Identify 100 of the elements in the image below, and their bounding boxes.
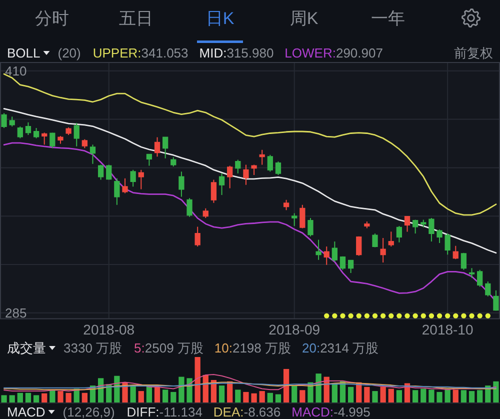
candlestick (170, 156, 176, 168)
candlestick (308, 218, 314, 237)
candlestick (106, 164, 112, 180)
legend-label: UPPER: (92, 46, 142, 61)
bar (178, 376, 184, 403)
candlestick (194, 226, 200, 247)
candlestick (477, 269, 483, 288)
data-label: 2509 万股 (144, 340, 204, 356)
data-label: 315.980 (226, 46, 274, 61)
candlestick (485, 281, 491, 297)
bar (292, 386, 298, 403)
bar (251, 393, 257, 403)
text: 一年 (371, 8, 405, 28)
bar (66, 392, 72, 403)
bar (114, 376, 120, 403)
candlestick (444, 233, 450, 256)
candlestick (90, 144, 96, 164)
line-series (3, 108, 497, 254)
bar (25, 392, 32, 403)
bar (388, 388, 394, 403)
bar (372, 391, 378, 403)
bar (316, 374, 322, 403)
candlestick (17, 126, 23, 139)
candlestick (316, 239, 322, 260)
candlestick (122, 178, 128, 194)
bar (493, 381, 499, 403)
bar (154, 386, 160, 403)
text: 五日 (119, 8, 153, 28)
bar (396, 390, 402, 403)
text: 3330 万股 (64, 340, 122, 356)
candlestick (396, 225, 402, 243)
x-tick-label: 2018-08 (83, 322, 135, 338)
data-label: -11.134 (159, 404, 202, 419)
candlestick (178, 171, 184, 198)
candlestick (372, 233, 378, 248)
text: 周K (290, 8, 319, 28)
candlestick (468, 268, 475, 279)
data-label: 290.907 (336, 46, 383, 61)
candlestick (388, 231, 394, 247)
bar (235, 390, 241, 403)
candlestick (412, 219, 418, 234)
legend-label: MID: (199, 46, 227, 61)
x-tick-label: 2018-09 (268, 322, 320, 338)
bar (267, 392, 273, 403)
candlestick (50, 132, 56, 149)
bar (436, 392, 442, 403)
candlestick (218, 172, 225, 196)
candlestick (348, 259, 354, 274)
x-tick-label: 2018-10 (422, 322, 474, 338)
text: MACD (7, 404, 46, 419)
legend-label: 20: (302, 340, 320, 356)
candlestick (275, 161, 282, 176)
bar (162, 390, 168, 403)
candlestick (436, 228, 442, 244)
candlestick (404, 216, 410, 232)
candlestick (98, 164, 104, 180)
data-label: 2198 万股 (232, 340, 292, 356)
bar (259, 391, 265, 403)
candlestick (66, 126, 72, 136)
candlestick (25, 122, 32, 136)
legend-label: DEA: (213, 404, 244, 419)
candlestick (356, 236, 362, 256)
y-tick-label: 285 (5, 305, 27, 320)
bar (300, 390, 306, 403)
candlestick (364, 221, 370, 229)
bar (1, 395, 7, 403)
bar (218, 386, 225, 403)
legend-label: MACD: (292, 404, 334, 419)
candlestick (300, 204, 306, 229)
legend-label: 10: (214, 340, 232, 356)
bar (9, 395, 15, 403)
data-label: 341.053 (141, 46, 188, 61)
candlestick (1, 112, 7, 129)
candlestick (9, 116, 15, 127)
bar (194, 357, 200, 403)
candlestick (114, 178, 120, 206)
bar (452, 390, 458, 403)
candlestick (202, 208, 208, 219)
text: 前复权 (454, 46, 493, 61)
candlestick (324, 246, 330, 266)
candlestick (428, 218, 434, 242)
candlestick (138, 169, 144, 190)
candlestick (332, 240, 338, 262)
bar (42, 393, 48, 403)
candlestick (130, 169, 136, 188)
candlestick (42, 132, 48, 146)
bar (348, 386, 354, 403)
candlestick (210, 179, 217, 204)
data-label: 2314 万股 (320, 340, 379, 356)
candlestick (227, 165, 233, 189)
legend-label: LOWER: (284, 46, 336, 61)
candlestick (58, 135, 64, 144)
bar (380, 386, 386, 403)
bar (364, 386, 370, 403)
bar (33, 395, 40, 403)
candlestick (154, 136, 160, 158)
bar (170, 392, 176, 403)
text: 日K (206, 8, 235, 28)
bar (468, 391, 475, 403)
candlestick (420, 219, 426, 228)
